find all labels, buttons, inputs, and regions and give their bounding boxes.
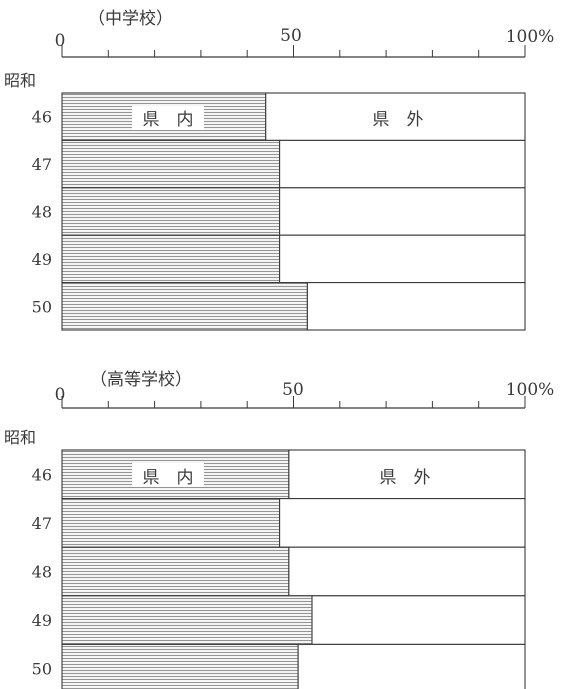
- bar-kengai-46: [288, 449, 526, 500]
- category-label-50: 50: [32, 660, 52, 679]
- era-label: 昭和: [4, 71, 36, 90]
- category-label-49: 49: [32, 250, 52, 269]
- category-label-46: 46: [32, 108, 52, 127]
- bar-kengai-48: [279, 187, 526, 236]
- chart-title: （中学校）: [88, 9, 173, 29]
- bar-kennai-48: [61, 546, 290, 597]
- era-label: 昭和: [4, 428, 36, 447]
- bar-kengai-50: [297, 643, 526, 689]
- bar-group: [61, 449, 526, 689]
- bar-kennai-50: [61, 643, 299, 689]
- bar-kengai-47: [279, 498, 526, 548]
- category-label-47: 47: [32, 155, 52, 174]
- label-kengai: 県 外: [380, 468, 431, 488]
- bar-kengai-49: [311, 595, 526, 645]
- label-kengai: 県 外: [373, 110, 424, 130]
- category-labels: 46 47 48 49 50: [32, 465, 52, 678]
- x-tick-label-100: 100%: [506, 27, 555, 47]
- bar-kengai-46: [265, 92, 526, 141]
- x-tick-label-0: 0: [55, 385, 66, 405]
- x-tick-label-50: 50: [282, 380, 304, 400]
- x-axis-ticks: [61, 45, 526, 57]
- category-label-48: 48: [32, 563, 52, 582]
- bar-group: [61, 92, 526, 331]
- chart-title: （高等学校）: [90, 370, 192, 390]
- category-label-49: 49: [32, 611, 52, 630]
- bar-kengai-50: [306, 282, 526, 331]
- category-label-46: 46: [32, 465, 52, 484]
- category-labels: 46 47 48 49 50: [32, 108, 52, 317]
- x-tick-label-50: 50: [280, 26, 302, 46]
- category-label-47: 47: [32, 514, 52, 533]
- bar-kennai-47: [61, 498, 281, 548]
- bar-kennai-47: [61, 139, 281, 189]
- label-kennai-background: [132, 106, 204, 130]
- bar-kengai-48: [288, 546, 526, 597]
- label-kennai: 県 内: [143, 110, 194, 130]
- bar-kengai-47: [279, 139, 526, 189]
- x-tick-label-100: 100%: [506, 380, 555, 400]
- bar-kennai-50: [61, 282, 308, 331]
- bar-kennai-48: [61, 187, 281, 236]
- bar-kennai-49: [61, 234, 281, 284]
- bar-kengai-49: [279, 234, 526, 284]
- label-kennai-background: [132, 463, 204, 487]
- x-axis-ticks: [61, 396, 526, 408]
- category-label-50: 50: [32, 297, 52, 316]
- x-tick-label-0: 0: [55, 31, 66, 51]
- bar-kennai-49: [61, 595, 313, 645]
- chart-junior-high: （中学校） 0 50 100% 昭和 46 47 48 49 50 県 内 県 外: [4, 9, 555, 331]
- category-label-48: 48: [32, 203, 52, 222]
- chart-high-school: （高等学校） 0 50 100% 昭和 46 47 48 49 50 県 内 県 外: [4, 370, 554, 689]
- label-kennai: 県 内: [143, 468, 194, 488]
